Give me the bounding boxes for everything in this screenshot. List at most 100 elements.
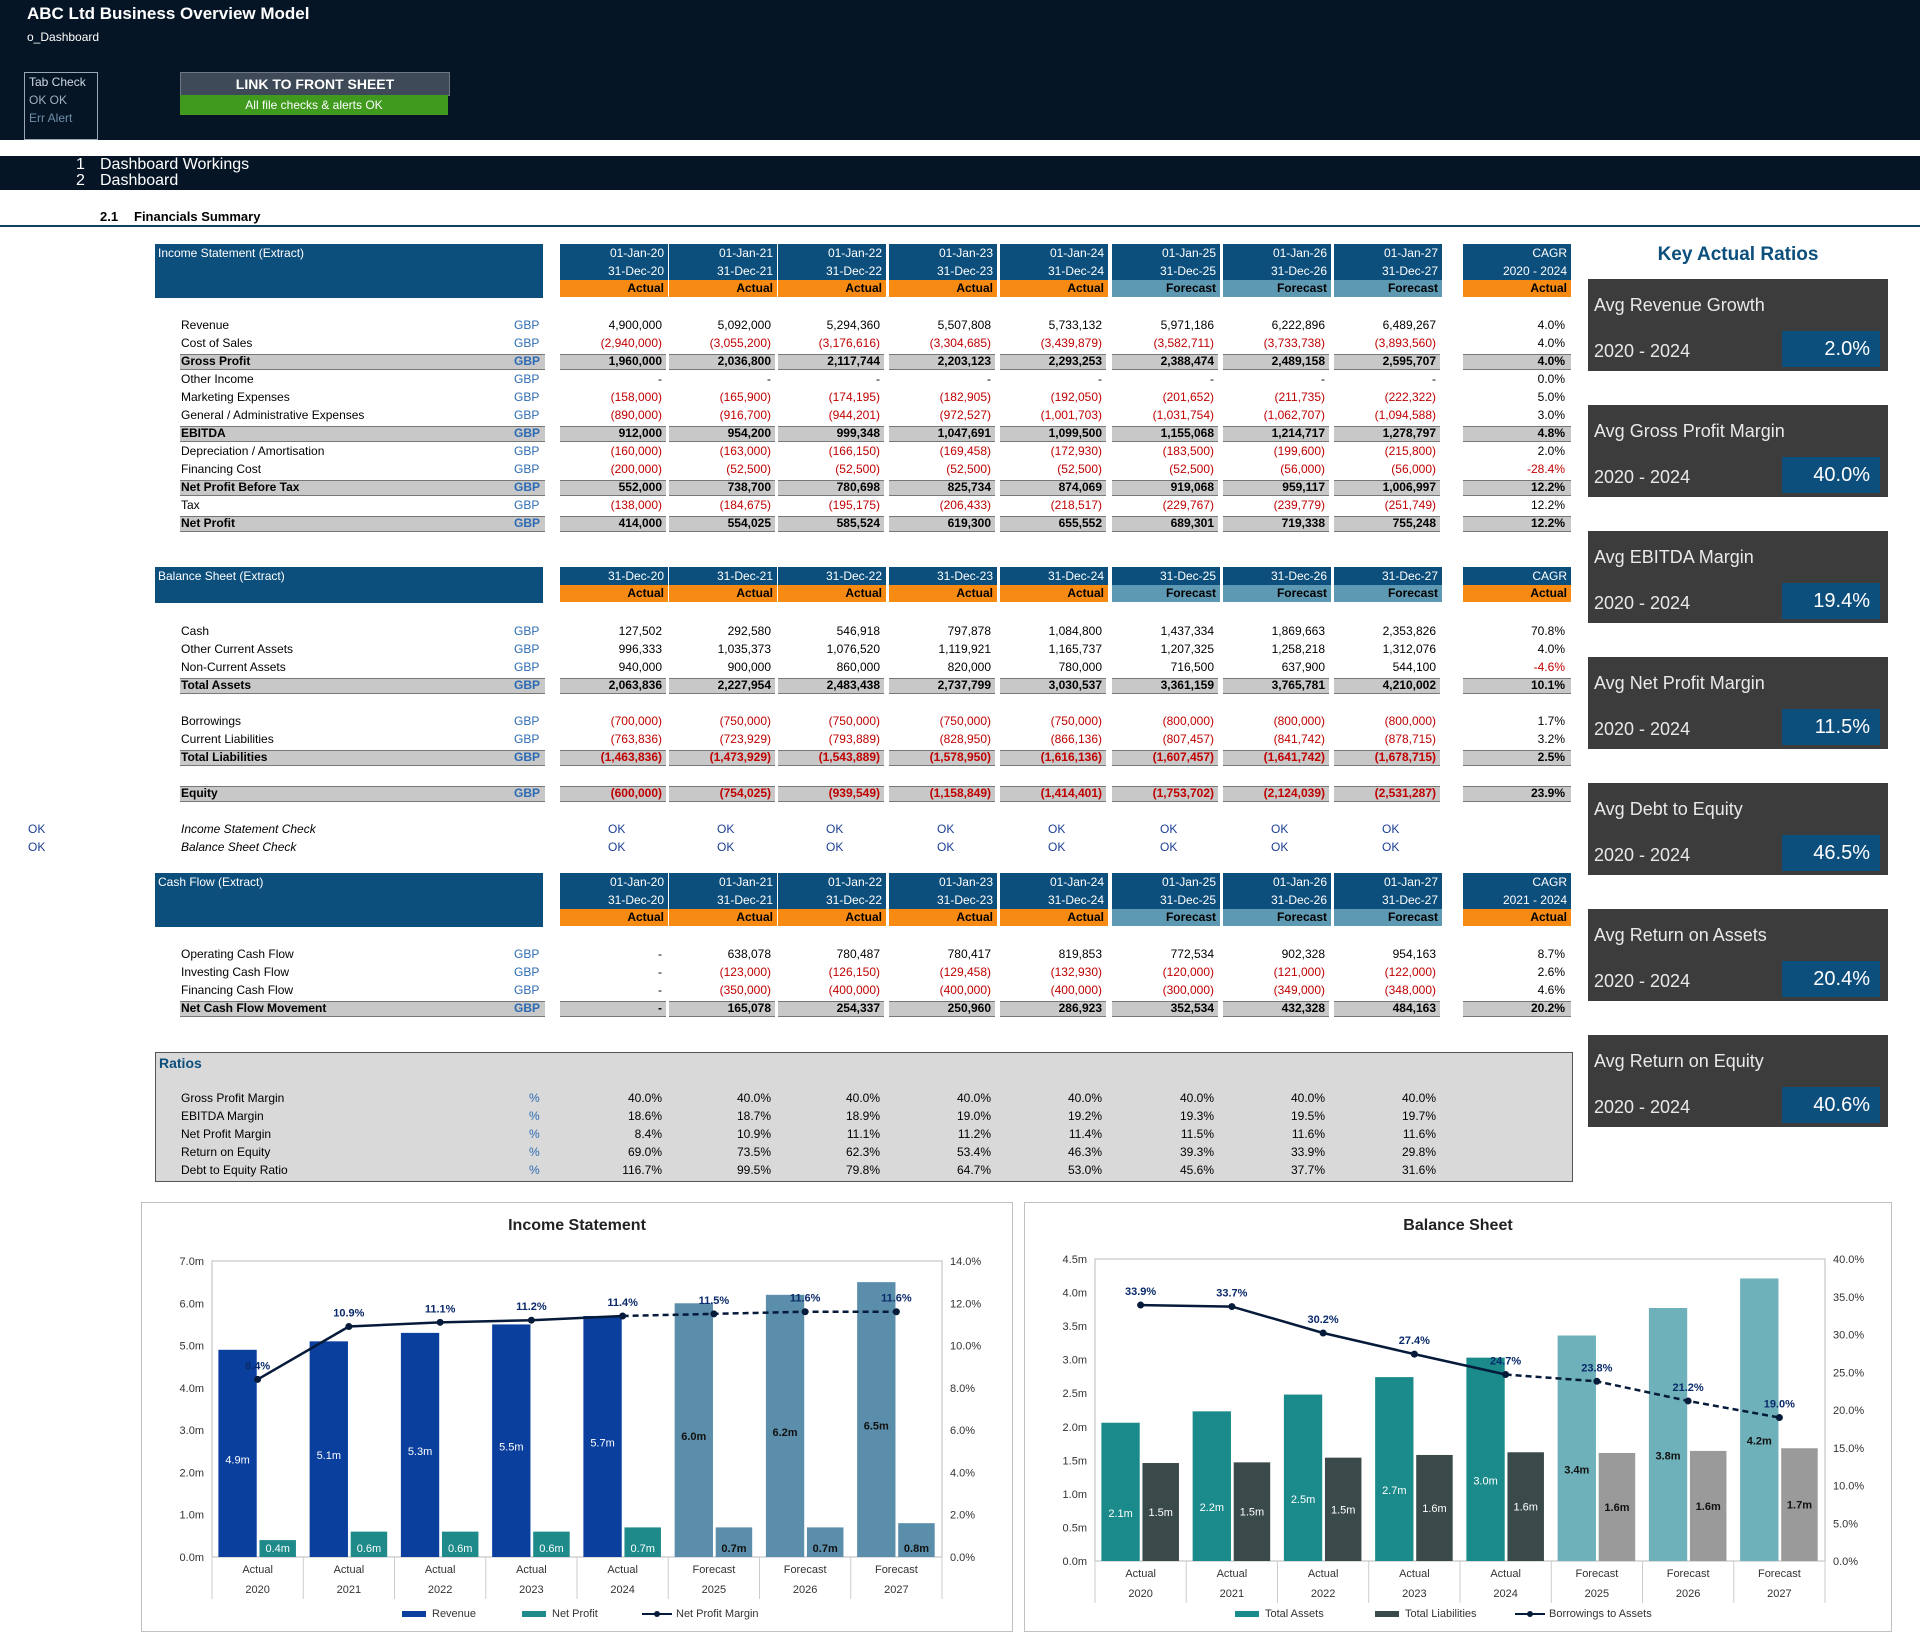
row-value: 1,960,000 [608,354,662,368]
row-unit: GBP [514,354,541,368]
legend-marker [654,1611,660,1617]
key-ratio-label: Avg Return on Assets [1594,925,1767,945]
ratio-value: 11.2% [957,1127,991,1141]
line-point [801,1308,809,1316]
file-checks-status: All file checks & alerts OK [180,95,448,115]
row-cagr: 4.0% [1537,354,1565,368]
bar-data-label: 3.0m [1473,1475,1497,1487]
row-cagr: 20.2% [1530,1001,1565,1015]
bar-data-label: 1.5m [1331,1504,1355,1516]
nav-item-dashboard-workings[interactable]: 1 Dashboard Workings [76,156,250,173]
check-value: OK [826,840,844,854]
total-row-bar [180,786,545,802]
row-label: General / Administrative Expenses [181,408,365,422]
check-value: OK [717,840,735,854]
bar-data-label: 0.6m [357,1543,381,1555]
total-row-bar [889,786,995,802]
row-value: 1,312,076 [1382,642,1436,656]
row-value: (1,062,707) [1263,408,1325,422]
key-ratio-value: 40.6% [1782,1087,1880,1123]
row-value: (763,836) [610,732,662,746]
line-data-label: 30.2% [1308,1314,1339,1326]
row-value: 2,063,836 [608,678,662,692]
bar-net-profit [533,1531,570,1557]
line-point [619,1312,627,1320]
period-header [560,873,668,909]
row-value: 286,923 [1058,1001,1102,1015]
row-value: 2,595,707 [1382,354,1436,368]
row-value: (939,549) [828,786,880,800]
period-end: 31-Dec-27 [1381,893,1438,907]
bar-data-label: 5.7m [590,1437,614,1449]
total-row-bar [889,480,995,496]
bar-total-assets [1466,1357,1505,1561]
row-unit: GBP [514,462,540,476]
row-value: (800,000) [1384,714,1436,728]
period-status-cell [1000,585,1108,602]
check-value: OK [1382,840,1400,854]
key-ratio-card: Avg EBITDA Margin 2020 - 2024 19.4% [1588,531,1888,623]
period-status-cell [1223,585,1331,602]
row-unit: GBP [514,516,541,530]
line-point [1593,1377,1601,1385]
table-title: Balance Sheet (Extract) [158,569,285,583]
row-value: 772,534 [1170,947,1214,961]
period-start: 01-Jan-23 [938,875,993,889]
total-row-bar [1463,516,1571,532]
line-point [1502,1371,1510,1379]
period-start: 01-Jan-25 [1161,246,1216,260]
total-row-bar [1112,354,1218,370]
check-value: OK [1271,822,1289,836]
bar-total-liabilities [1598,1452,1636,1561]
check-value: OK [1160,822,1178,836]
row-value: (350,000) [719,983,771,997]
row-value: (1,753,702) [1152,786,1214,800]
row-value: 719,338 [1281,516,1325,530]
row-label: Investing Cash Flow [181,965,290,979]
row-value: 738,700 [727,480,771,494]
row-value: 5,971,186 [1160,318,1214,332]
period-header [560,567,668,585]
row-label: Depreciation / Amortisation [181,444,325,458]
total-row-bar [1334,516,1440,532]
key-ratio-card: Avg Return on Equity 2020 - 2024 40.6% [1588,1035,1888,1127]
row-value: 912,000 [618,426,662,440]
row-value: (52,500) [946,462,991,476]
y2-tick-label: 5.0% [1833,1518,1858,1530]
check-value: OK [937,822,955,836]
check-value: OK [608,822,626,836]
total-row-bar [778,480,884,496]
line-point [1775,1414,1783,1422]
row-value: 5,733,132 [1048,318,1102,332]
period-header [778,244,886,280]
row-label: EBITDA [181,426,226,440]
row-unit: GBP [514,624,540,638]
nav-item-dashboard[interactable]: 2 Dashboard [76,172,179,189]
section-divider [0,225,1920,227]
row-value: (218,517) [1050,498,1102,512]
bar-total-liabilities [1233,1462,1271,1561]
row-value: (600,000) [610,786,662,800]
row-value: (700,000) [610,714,662,728]
row-value: 2,293,253 [1048,354,1102,368]
row-value: (211,735) [1274,390,1325,404]
row-unit: GBP [514,390,540,404]
key-ratio-value: 11.5% [1782,709,1880,745]
total-row-bar [560,678,666,694]
row-value: 1,214,717 [1271,426,1325,440]
bar-total-liabilities [1416,1454,1453,1561]
period-status: Actual [736,586,773,600]
period-end: 31-Dec-25 [1159,569,1216,583]
bar-data-label: 1.6m [1422,1503,1446,1515]
row-label: Borrowings [181,714,242,728]
row-value: (807,457) [1162,732,1214,746]
period-start: 01-Jan-23 [938,246,993,260]
period-header [1000,244,1108,280]
key-ratio-period: 2020 - 2024 [1594,845,1691,865]
period-status: Forecast [1387,281,1438,295]
bar-data-label: 0.8m [904,1543,929,1555]
row-unit: GBP [514,426,541,440]
category-year-label: 2023 [1402,1588,1426,1600]
period-status-cell [560,909,668,926]
link-to-front-sheet-button[interactable]: LINK TO FRONT SHEET [180,72,450,96]
